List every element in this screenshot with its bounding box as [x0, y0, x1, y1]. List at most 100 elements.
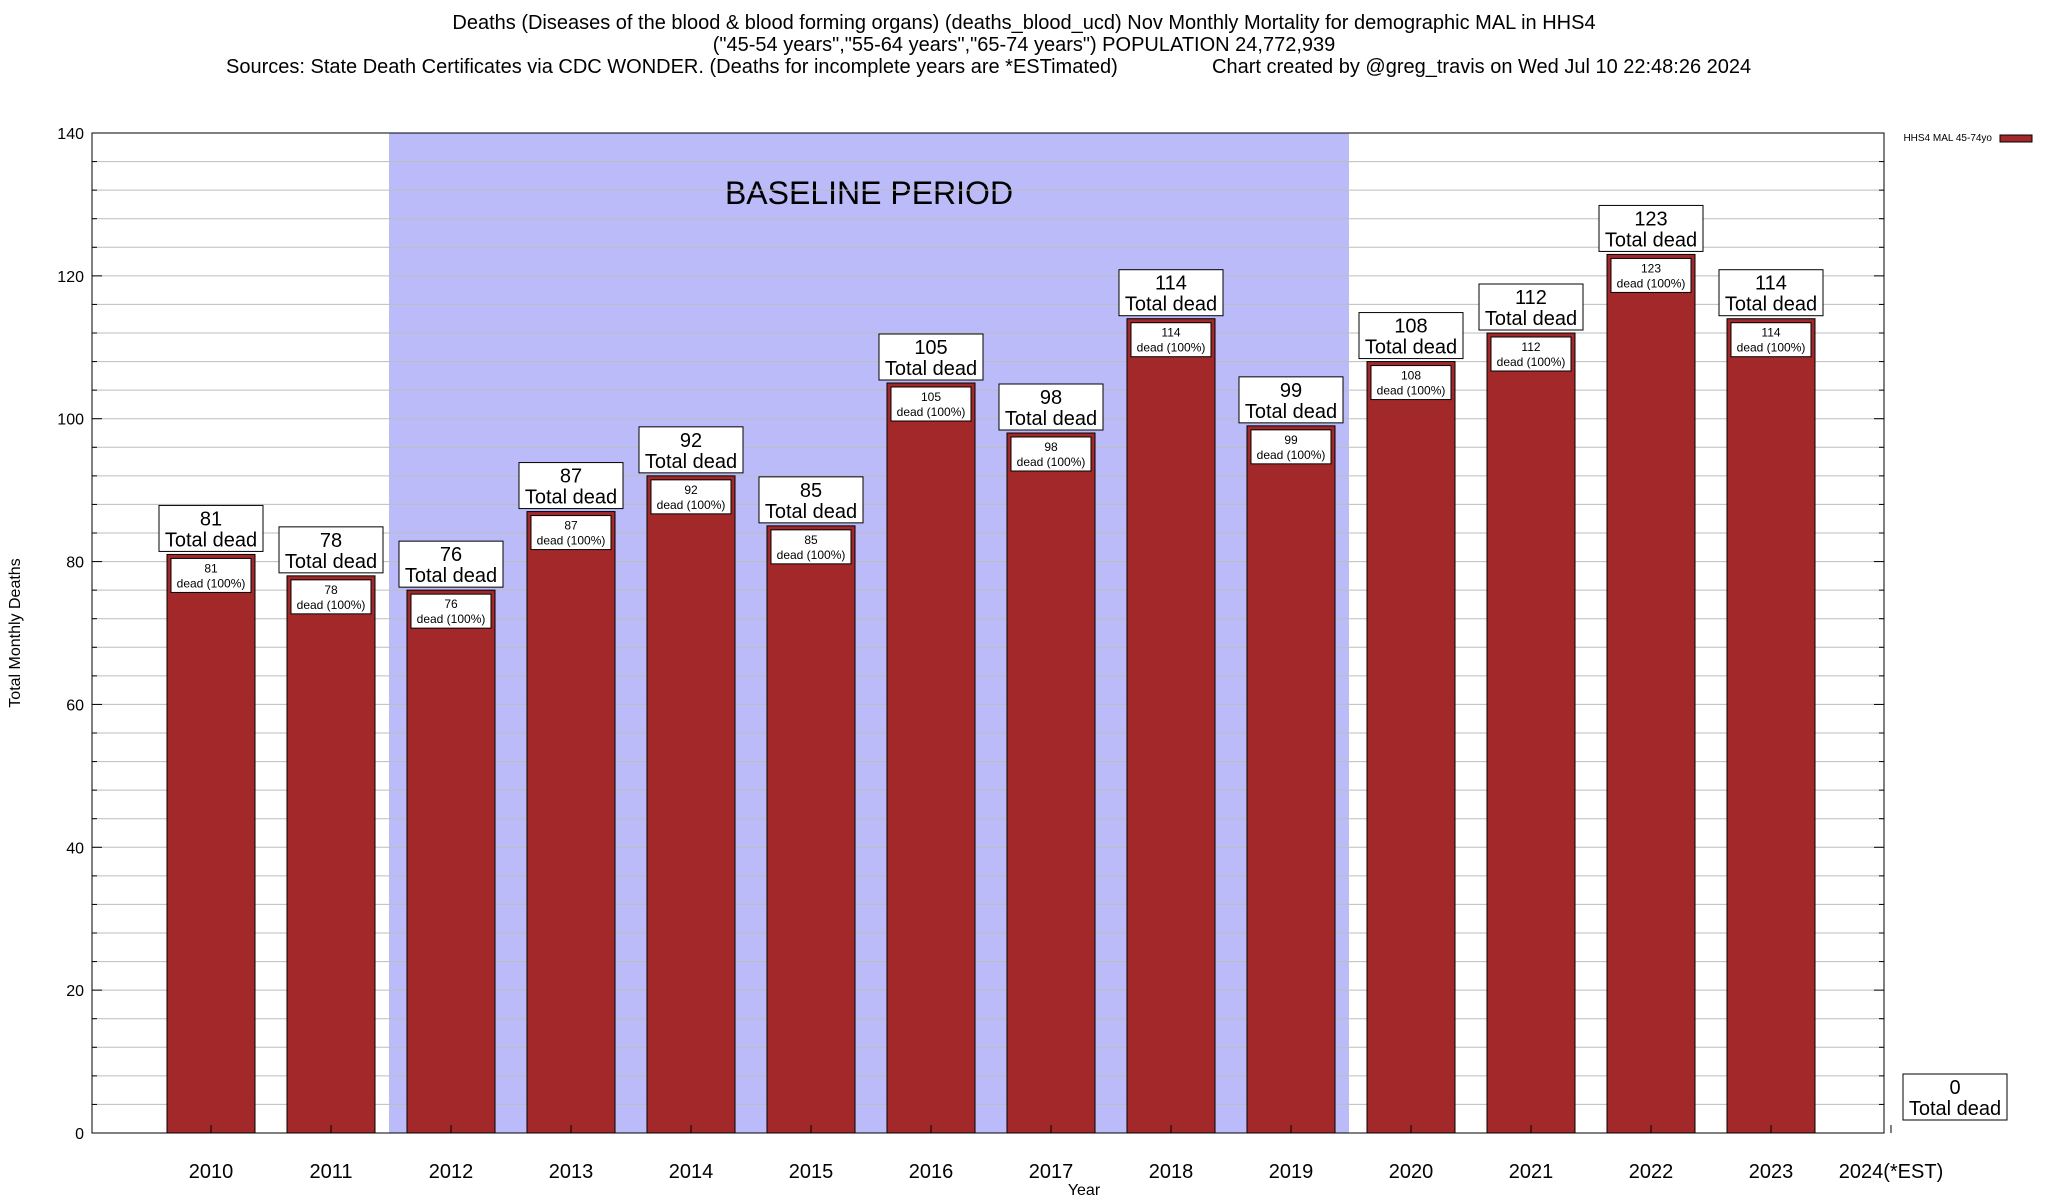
- bar-total-label-box: [1718, 269, 1824, 317]
- bar-inner-label-box: [1610, 257, 1692, 293]
- bar-total-value: 81: [200, 508, 222, 530]
- bar-inner-label-box: [770, 529, 852, 565]
- bar-inner-value: 92: [684, 483, 698, 497]
- chart-title: Deaths (Diseases of the blood & blood fo…: [0, 12, 2048, 56]
- bar-total-label-box: [998, 383, 1104, 431]
- x-tick-label: 2022: [1629, 1161, 1674, 1183]
- bar-total-value: 114: [1155, 273, 1187, 295]
- bar-total-label: Total dead: [1245, 401, 1337, 423]
- bar-inner-label-box: [1730, 322, 1812, 358]
- bar-total-label-box: [398, 540, 504, 588]
- bar-total-value: 78: [320, 530, 342, 552]
- x-tick-label: 2023: [1749, 1161, 1794, 1183]
- bar-total-label: Total dead: [1485, 308, 1577, 330]
- legend-label: HHS4 MAL 45-74yo: [1903, 133, 1992, 144]
- bar: [1246, 425, 1336, 1134]
- y-tick-label: 20: [66, 983, 84, 1000]
- bar-inner-label: dead (100%): [657, 498, 726, 512]
- x-tick-label: 2015: [789, 1161, 834, 1183]
- bar-inner-label-box: [1490, 336, 1572, 372]
- chart-title-line-2: ("45-54 years","55-64 years","65-74 year…: [712, 34, 1336, 56]
- bar-total-value: 99: [1280, 380, 1302, 402]
- bar-inner-label: dead (100%): [177, 576, 246, 590]
- bar: [166, 553, 256, 1134]
- bar-inner-value: 81: [204, 561, 218, 575]
- bar-inner-label: dead (100%): [897, 405, 966, 419]
- bar-total-label-box: [1238, 376, 1344, 424]
- bar-inner-value: 99: [1284, 433, 1298, 447]
- bar: [526, 511, 616, 1134]
- x-tick-label: 2011: [309, 1161, 352, 1183]
- bar-total-value: 0: [1949, 1077, 1960, 1099]
- bar-inner-label: dead (100%): [1737, 341, 1806, 355]
- legend-swatch: [1999, 134, 2033, 143]
- y-tick-label: 60: [66, 697, 84, 714]
- bar-inner-label: dead (100%): [537, 534, 606, 548]
- x-tick-label: 2014: [669, 1161, 714, 1183]
- bar-total-label-box: [1118, 269, 1224, 317]
- bar-total-label: Total dead: [285, 551, 377, 573]
- bar-inner-label: dead (100%): [1497, 355, 1566, 369]
- bar-total-label-box: [1902, 1073, 2008, 1121]
- y-tick-label: 120: [57, 269, 84, 286]
- bar-inner-value: 78: [324, 583, 338, 597]
- bar: [286, 575, 376, 1134]
- bar-total-value: 98: [1040, 387, 1062, 409]
- bar-inner-value: 85: [804, 533, 818, 547]
- x-tick-label: 2013: [549, 1161, 594, 1183]
- bar: [1126, 318, 1216, 1134]
- bar: [1606, 253, 1696, 1134]
- bar: [1006, 432, 1096, 1134]
- bar: [1726, 318, 1816, 1134]
- bar-inner-value: 105: [921, 390, 941, 404]
- bar-total-label: Total dead: [1605, 229, 1697, 251]
- bar-inner-value: 87: [564, 519, 578, 533]
- bar-total-label-box: [1478, 283, 1584, 331]
- bar-inner-label-box: [170, 557, 252, 593]
- x-tick-label: 2016: [909, 1161, 954, 1183]
- bar-total-label-box: [878, 333, 984, 381]
- bar-total-label: Total dead: [885, 358, 977, 380]
- bar-total-value: 105: [914, 337, 947, 359]
- bar-inner-value: 114: [1761, 326, 1780, 340]
- bar-total-label: Total dead: [165, 529, 257, 551]
- bar-inner-label-box: [1010, 436, 1092, 472]
- bar-inner-label: dead (100%): [1617, 276, 1686, 290]
- bar-total-label-box: [278, 526, 384, 574]
- bar-inner-label: dead (100%): [777, 548, 846, 562]
- x-tick-label: 2018: [1149, 1161, 1194, 1183]
- bar: [1486, 332, 1576, 1134]
- y-tick-label: 140: [57, 126, 84, 143]
- bar-inner-label-box: [530, 515, 612, 551]
- x-tick-label: 2017: [1029, 1161, 1074, 1183]
- bar-total-value: 76: [440, 544, 462, 566]
- bar-inner-value: 114: [1161, 326, 1180, 340]
- bar-total-label: Total dead: [405, 565, 497, 587]
- bar-inner-label-box: [1250, 429, 1332, 465]
- bar: [646, 475, 736, 1134]
- bar-total-label: Total dead: [525, 487, 617, 509]
- bar-inner-label-box: [650, 479, 732, 515]
- bar-total-value: 87: [560, 466, 582, 488]
- bar-total-label: Total dead: [1125, 294, 1217, 316]
- bar-total-label: Total dead: [1365, 337, 1457, 359]
- x-tick-label: 2010: [189, 1161, 234, 1183]
- bar-total-label: Total dead: [1725, 294, 1817, 316]
- y-tick-label: 80: [66, 555, 84, 572]
- bar-total-label: Total dead: [1909, 1098, 2001, 1120]
- bar-inner-label-box: [410, 593, 492, 629]
- y-tick-label: 40: [66, 840, 84, 857]
- bar-inner-label-box: [890, 386, 972, 422]
- x-tick-label: 2021: [1509, 1161, 1554, 1183]
- x-axis-label: Year: [1068, 1182, 1101, 1199]
- bar-total-label-box: [1358, 312, 1464, 360]
- x-tick-label: 2019: [1269, 1161, 1314, 1183]
- bar-inner-label-box: [1130, 322, 1212, 358]
- bar-total-value: 85: [800, 480, 822, 502]
- bar-inner-label: dead (100%): [1377, 384, 1446, 398]
- bar-inner-value: 123: [1641, 261, 1661, 275]
- y-axis-label: Total Monthly Deaths: [7, 558, 24, 707]
- bar: [766, 525, 856, 1134]
- bar-total-label: Total dead: [1005, 408, 1097, 430]
